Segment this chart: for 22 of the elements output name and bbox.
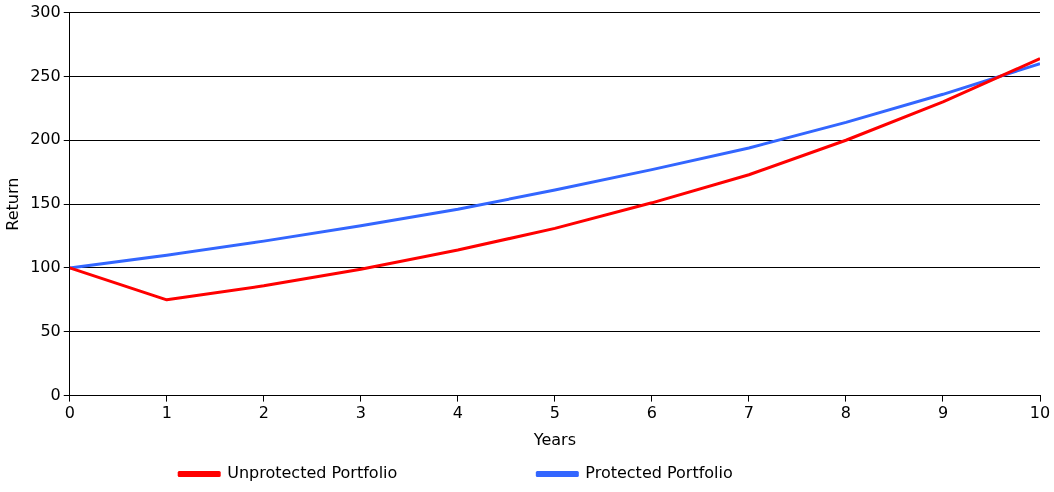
- x-tick-label: 9: [937, 403, 949, 423]
- legend-label: Protected Portfolio: [585, 463, 861, 483]
- y-tick-label: 250: [30, 65, 61, 85]
- x-tick-label: 7: [743, 403, 755, 423]
- x-tick-label: 5: [549, 403, 560, 423]
- y-tick-label: 200: [30, 129, 61, 149]
- x-tick-label: 4: [452, 403, 463, 423]
- y-tick-label: 300: [30, 1, 61, 21]
- x-tick-label: 10: [1029, 403, 1051, 423]
- x-axis-title: Years: [532, 429, 576, 449]
- y-tick-label: 100: [30, 257, 61, 277]
- x-tick-label: 8: [840, 403, 852, 423]
- x-tick-label: 6: [646, 403, 657, 423]
- x-tick-label: 2: [258, 403, 269, 423]
- x-tick-label: 1: [161, 403, 172, 423]
- x-tick-label: 3: [355, 403, 366, 423]
- x-tick-label: 0: [64, 403, 75, 423]
- y-tick-label: 50: [40, 320, 61, 340]
- y-tick-label: 0: [50, 384, 61, 404]
- y-tick-label: 150: [30, 193, 61, 213]
- legend-label: Unprotected Portfolio: [227, 463, 526, 483]
- y-axis-title: Return: [2, 177, 22, 231]
